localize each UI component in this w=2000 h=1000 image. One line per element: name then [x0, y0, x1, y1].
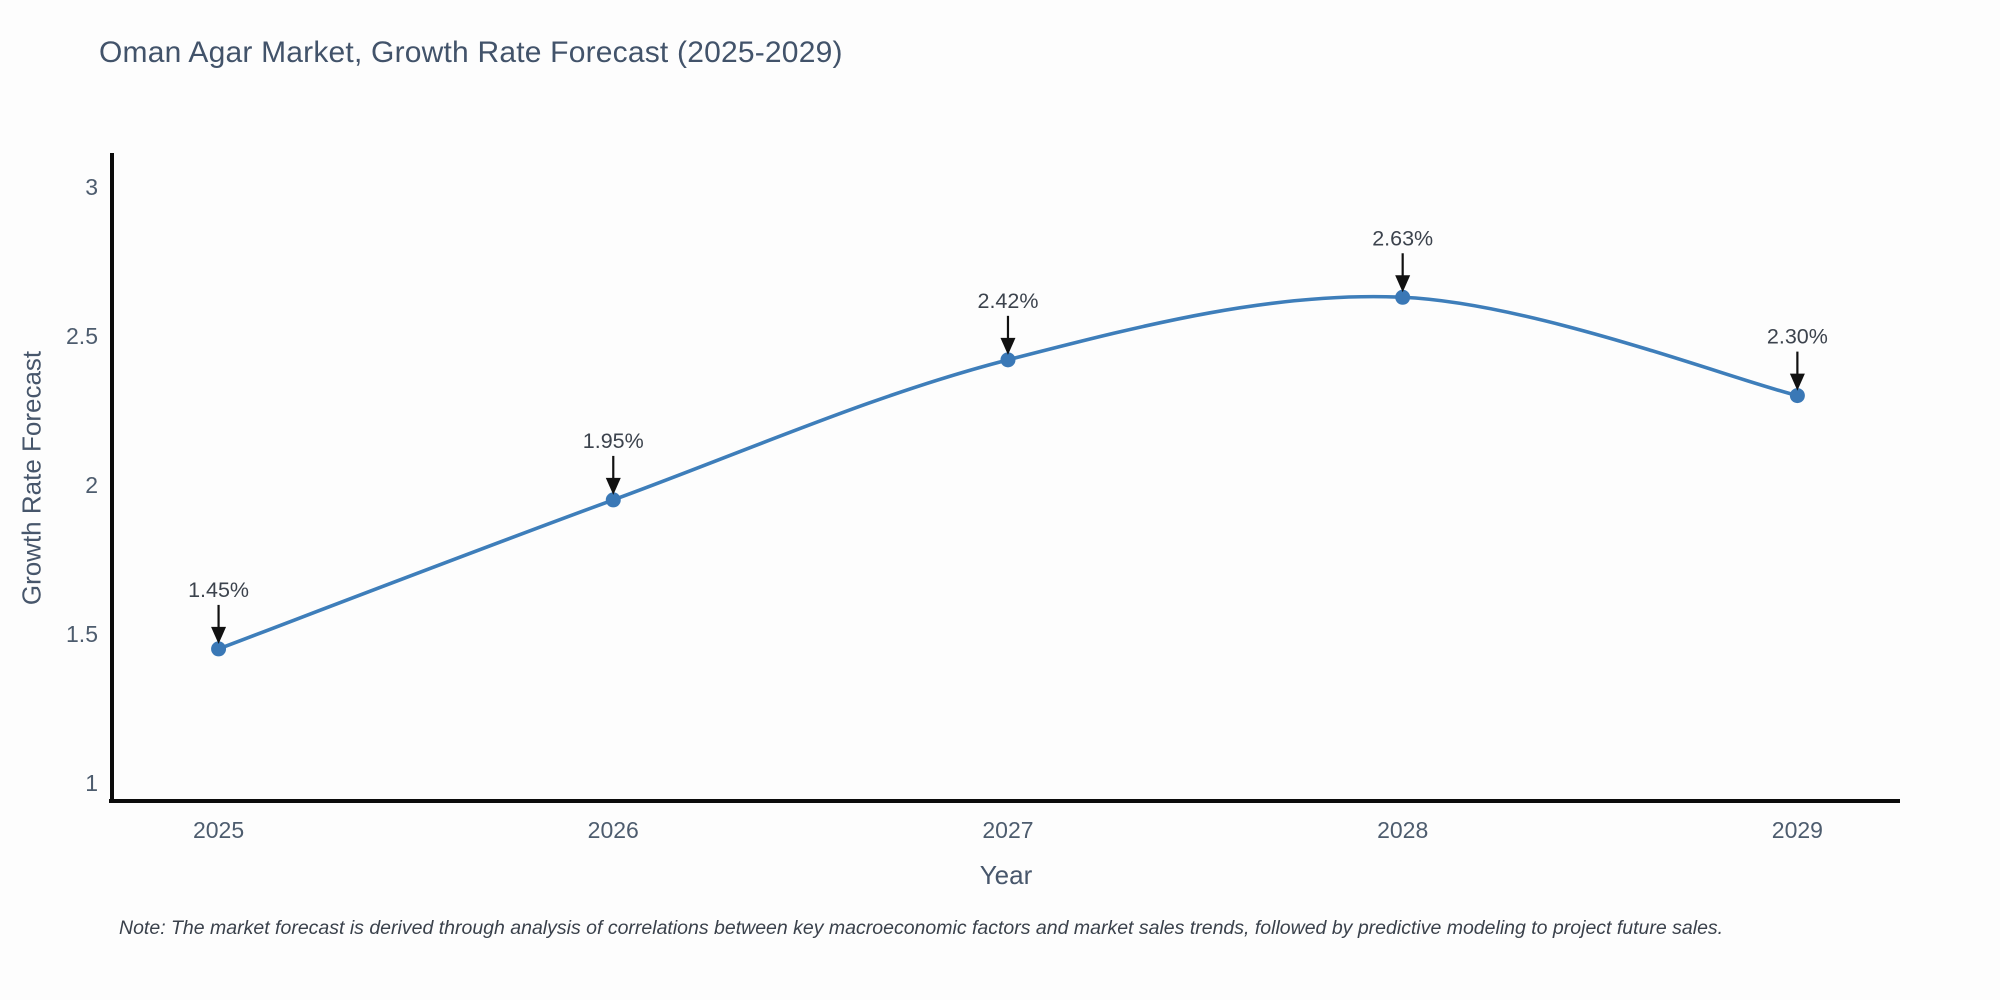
- data-point-marker[interactable]: [1789, 388, 1805, 404]
- y-tick-label: 2: [85, 472, 98, 498]
- annotation-arrowhead-icon: [1000, 337, 1016, 355]
- annotation-label: 2.42%: [977, 289, 1038, 313]
- annotation-label: 1.95%: [583, 429, 644, 453]
- annotation-arrowhead-icon: [1395, 275, 1411, 293]
- x-tick-label: 2027: [982, 817, 1033, 843]
- annotation-arrowhead-icon: [1789, 373, 1805, 391]
- annotation-label: 2.30%: [1767, 325, 1828, 349]
- x-axis-title: Year: [979, 860, 1033, 890]
- data-point-marker[interactable]: [605, 492, 621, 508]
- chart-footnote: Note: The market forecast is derived thr…: [119, 917, 1724, 939]
- x-tick-label: 2026: [588, 817, 639, 843]
- y-tick-label: 3: [85, 174, 98, 200]
- chart-title: Oman Agar Market, Growth Rate Forecast (…: [99, 36, 843, 69]
- y-tick-label: 1: [85, 770, 98, 796]
- annotation-label: 1.45%: [188, 578, 249, 602]
- annotation-arrowhead-icon: [605, 477, 621, 495]
- annotation-arrowhead-icon: [211, 626, 227, 644]
- data-point-marker[interactable]: [1395, 289, 1411, 305]
- data-point-marker[interactable]: [211, 641, 227, 657]
- x-tick-label: 2028: [1377, 817, 1428, 843]
- x-tick-label: 2025: [193, 817, 244, 843]
- annotation-label: 2.63%: [1372, 226, 1433, 250]
- y-tick-label: 1.5: [66, 621, 98, 647]
- y-tick-label: 2.5: [66, 323, 98, 349]
- data-point-marker[interactable]: [1000, 352, 1016, 368]
- y-axis-title: Growth Rate Forecast: [16, 350, 47, 606]
- x-tick-label: 2029: [1772, 817, 1823, 843]
